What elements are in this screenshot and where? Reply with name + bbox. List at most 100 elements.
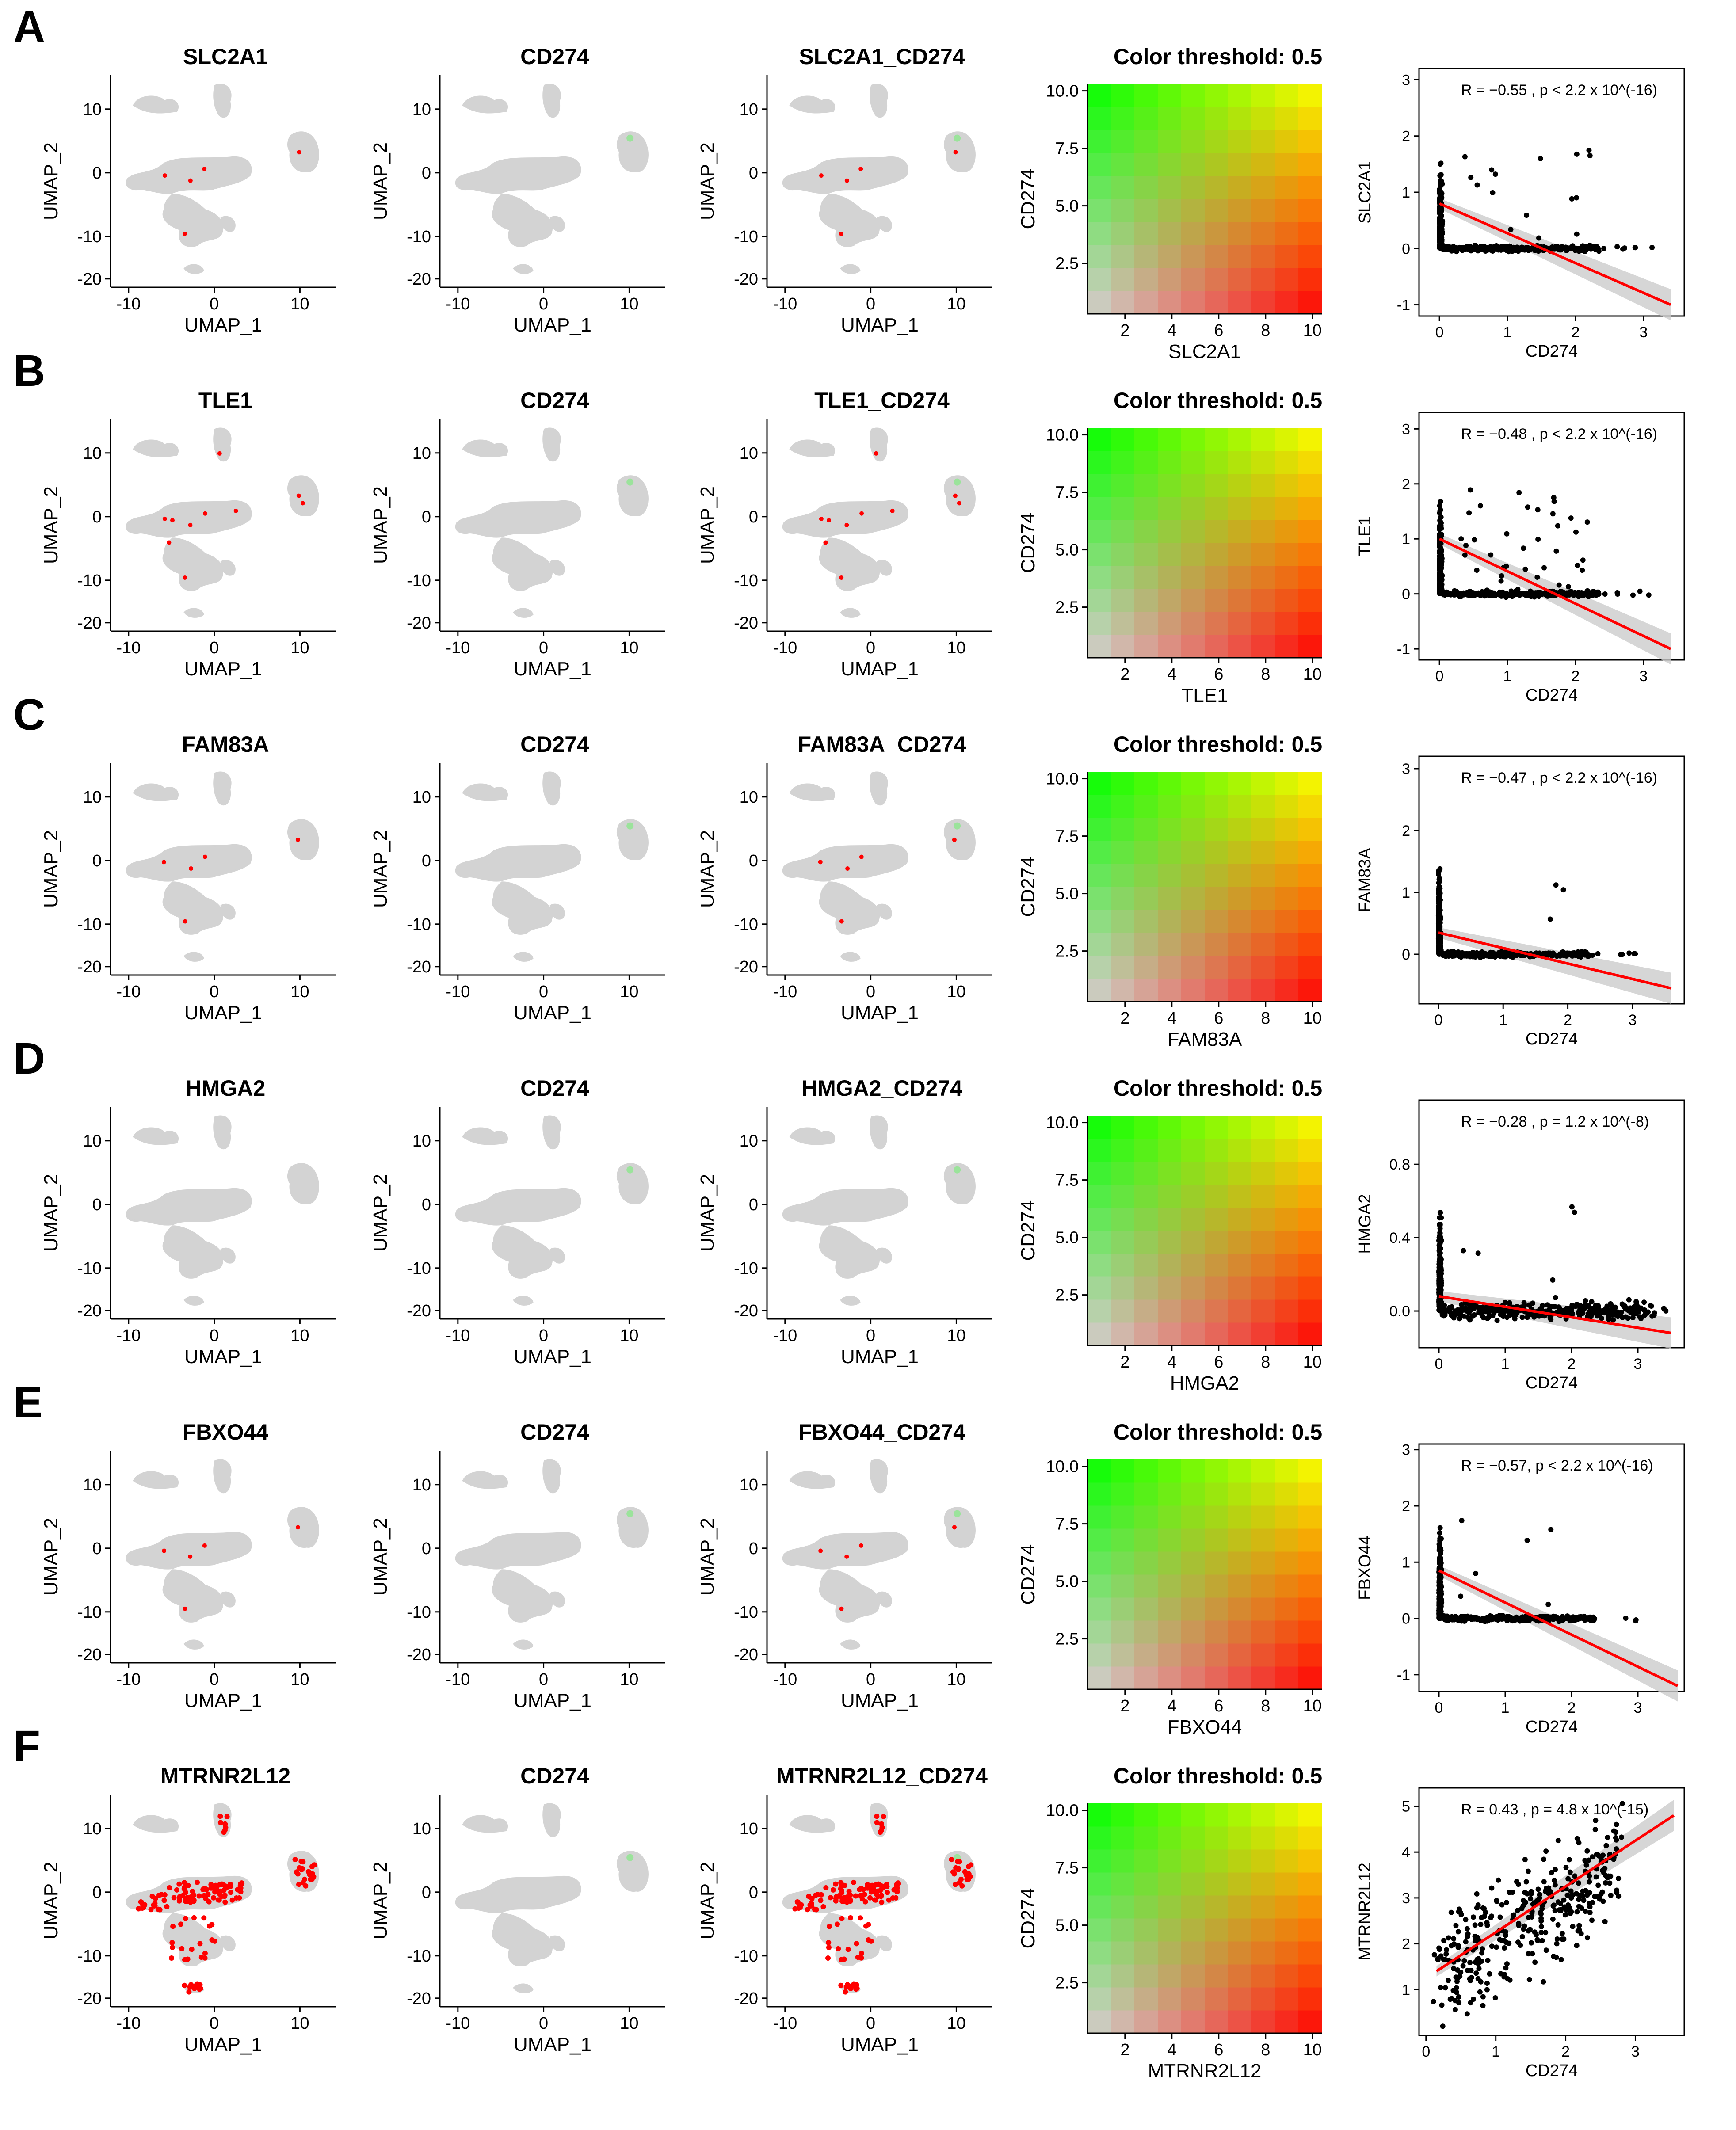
gene-expressing-cell xyxy=(295,1525,300,1530)
color-key-cell xyxy=(1134,1231,1158,1254)
color-key-cell xyxy=(1275,933,1299,956)
scatter-point xyxy=(1619,952,1625,957)
color-key-cell xyxy=(1181,1528,1205,1552)
gene-expressing-cell xyxy=(845,1947,851,1952)
color-key-cell xyxy=(1111,222,1135,245)
gene-expressing-cell xyxy=(894,1881,900,1887)
color-key-cell xyxy=(1275,1139,1299,1162)
color-key-cell xyxy=(1087,979,1111,1002)
color-key-cell xyxy=(1111,1987,1135,2011)
scatter-point xyxy=(1446,1935,1451,1941)
color-key-cell xyxy=(1181,1139,1205,1162)
scatter-point xyxy=(1439,1308,1445,1314)
umap-cell-cluster xyxy=(616,1507,649,1548)
scatter-y-tick-label: 0.0 xyxy=(1389,1303,1410,1320)
color-key-cell xyxy=(1205,153,1229,176)
scatter-point xyxy=(1602,1310,1607,1316)
umap-cell-cluster xyxy=(542,1115,561,1150)
umap-cell-cluster xyxy=(819,1913,880,1966)
umap-x-tick-label: 0 xyxy=(539,1326,548,1345)
scatter-point xyxy=(1438,1985,1443,1990)
color-key-cell xyxy=(1251,1505,1275,1529)
scatter-point xyxy=(1585,1615,1591,1621)
color-key-cell xyxy=(1298,1208,1322,1231)
scatter-point xyxy=(1563,1865,1569,1871)
gene-expressing-cell xyxy=(300,1859,306,1865)
color-key-cell xyxy=(1181,1254,1205,1277)
gene-expressing-cell xyxy=(878,1894,884,1899)
umap-x-tick-label: 0 xyxy=(866,295,875,313)
scatter-point xyxy=(1437,1536,1443,1541)
correlation-annotation: R = −0.55 , p < 2.2 x 10^(-16) xyxy=(1461,82,1657,99)
color-key-cell xyxy=(1134,910,1158,933)
scatter-point xyxy=(1564,245,1570,251)
color-key-cell xyxy=(1251,1987,1275,2011)
color-key-cell xyxy=(1251,1276,1275,1300)
umap-x-tick-label: -10 xyxy=(446,2014,470,2033)
scatter-point xyxy=(1467,1960,1473,1966)
umap-x-tick-label: 0 xyxy=(210,1326,219,1345)
color-key-cell xyxy=(1111,1597,1135,1621)
scatter-point xyxy=(1564,1310,1570,1316)
color-key-x-tick-label: 4 xyxy=(1167,1009,1176,1028)
color-key-cell xyxy=(1087,520,1111,543)
scatter-point xyxy=(1525,504,1530,510)
gene-expressing-cell xyxy=(222,1827,228,1833)
gene-expressing-cell xyxy=(148,1907,154,1913)
umap-cell-cluster xyxy=(162,194,224,247)
scatter-y-tick-label: 1 xyxy=(1402,1981,1410,1998)
color-key-cell xyxy=(1228,107,1252,130)
color-key-cell xyxy=(1298,1574,1322,1598)
color-key-cell xyxy=(1134,1872,1158,1896)
scatter-y-tick-label: 1 xyxy=(1402,884,1410,901)
color-key-cell xyxy=(1275,222,1299,245)
color-key-cell xyxy=(1134,1964,1158,1988)
color-key-cell xyxy=(1298,1803,1322,1827)
scatter-point xyxy=(1469,1302,1475,1307)
scatter-point xyxy=(1499,1902,1505,1908)
color-key-cell xyxy=(1111,933,1135,956)
color-key-cell xyxy=(1205,1666,1229,1690)
scatter-point xyxy=(1602,1919,1608,1924)
gene-expressing-cell xyxy=(183,919,187,924)
color-key-cell xyxy=(1228,979,1252,1002)
scatter-point xyxy=(1599,1315,1604,1321)
color-key-x-label: MTRNR2L12 xyxy=(1148,2060,1262,2082)
color-key-cell xyxy=(1275,887,1299,910)
scatter-point xyxy=(1534,1937,1540,1943)
scatter-point xyxy=(1562,1912,1568,1918)
gene-expressing-cell xyxy=(836,1946,841,1951)
gene-expressing-cell xyxy=(847,1915,853,1920)
scatter-x-tick-label: 0 xyxy=(1435,668,1444,685)
color-key-x-tick-label: 6 xyxy=(1214,321,1223,340)
gene-expressing-cell xyxy=(842,1882,847,1888)
umap-y-label: UMAP_2 xyxy=(370,486,391,564)
gene-expressing-cell xyxy=(818,1892,824,1898)
scatter-point xyxy=(1633,245,1638,251)
color-key-cell xyxy=(1205,818,1229,841)
color-key-cell xyxy=(1158,1459,1182,1483)
gene-expressing-cell xyxy=(201,1915,207,1921)
umap-y-label: UMAP_2 xyxy=(697,486,718,564)
scatter-point xyxy=(1631,951,1637,956)
color-key-cell xyxy=(1275,979,1299,1002)
umap-x-label: UMAP_1 xyxy=(841,1346,919,1368)
color-key-cell xyxy=(1228,1505,1252,1529)
color-key-cell xyxy=(1087,1849,1111,1873)
gene-expressing-cell xyxy=(828,1895,833,1901)
gene-expressing-cell xyxy=(813,1907,819,1913)
scatter-x-tick-label: 1 xyxy=(1503,668,1512,685)
umap-cell-cluster xyxy=(943,475,976,516)
umap-y-label: UMAP_2 xyxy=(697,142,718,220)
scatter-point xyxy=(1555,1899,1561,1905)
color-key-cell xyxy=(1205,1276,1229,1300)
color-key-cell xyxy=(1158,1505,1182,1529)
scatter-point xyxy=(1530,1300,1535,1306)
gene-expressing-cell xyxy=(858,1915,863,1921)
umap-title: CD274 xyxy=(520,1764,589,1788)
scatter-x-tick-label: 1 xyxy=(1501,1356,1510,1372)
color-key-cell xyxy=(1158,222,1182,245)
umap-cell-cluster xyxy=(213,84,232,118)
color-key-cell xyxy=(1298,497,1322,520)
